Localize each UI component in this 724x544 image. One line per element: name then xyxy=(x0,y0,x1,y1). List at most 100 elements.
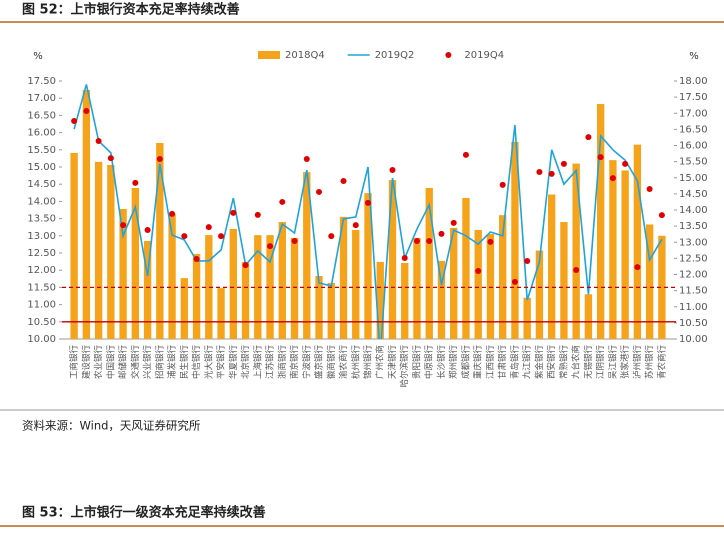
y-tick-label: 13.50 xyxy=(27,214,56,225)
bar xyxy=(413,237,421,339)
dot xyxy=(511,278,518,285)
y2-tick-label: 14.50 xyxy=(679,189,708,200)
x-tick-label: 吴江银行 xyxy=(607,345,618,380)
bar xyxy=(315,276,323,339)
dot xyxy=(340,177,347,184)
dot xyxy=(83,107,90,114)
bar xyxy=(560,222,568,339)
dot xyxy=(291,237,298,244)
legend-swatch xyxy=(445,52,452,58)
x-tick-label: 甘肃银行 xyxy=(497,345,508,380)
bar xyxy=(596,104,605,339)
x-tick-label: 无锡银行 xyxy=(583,345,594,380)
x-tick-label: 紫金银行 xyxy=(534,345,545,380)
bar xyxy=(425,187,433,339)
bar xyxy=(511,141,519,339)
x-tick-label: 天津银行 xyxy=(387,345,398,380)
dot xyxy=(658,212,665,219)
y-tick-label: 12.00 xyxy=(27,265,56,276)
bar xyxy=(70,152,78,339)
x-tick-label: 张家港行 xyxy=(620,345,631,380)
y2-tick-label: 17.00 xyxy=(679,108,708,119)
bar xyxy=(523,297,531,339)
bar xyxy=(131,187,140,339)
x-tick-label: 邮储银行 xyxy=(118,345,129,380)
dot xyxy=(218,233,225,240)
bar xyxy=(82,89,91,339)
dot xyxy=(316,188,323,195)
bar xyxy=(645,224,654,339)
dot xyxy=(462,151,469,158)
dot xyxy=(622,160,629,167)
bar xyxy=(548,194,556,339)
x-tick-label: 江苏银行 xyxy=(265,345,276,380)
dot xyxy=(328,233,335,240)
x-tick-label: 交通银行 xyxy=(130,345,141,380)
bar xyxy=(621,170,629,339)
line xyxy=(73,84,663,339)
figure-title: 图 52：上市银行资本充足率持续改善 xyxy=(22,2,240,18)
x-tick-label: 中国银行 xyxy=(105,345,116,380)
y2-tick-label: 12.50 xyxy=(679,253,708,264)
x-tick-label: 杭州银行 xyxy=(350,345,361,380)
bar xyxy=(584,294,593,339)
dot xyxy=(646,186,653,193)
dot xyxy=(365,199,371,206)
y2-tick-label: 14.00 xyxy=(679,205,708,216)
dot xyxy=(413,237,420,244)
dot xyxy=(524,257,531,264)
x-tick-label: 北京银行 xyxy=(240,345,251,380)
x-tick-label: 郑州银行 xyxy=(448,345,459,380)
x-tick-label: 光大银行 xyxy=(203,345,214,380)
bar xyxy=(290,237,299,339)
dot xyxy=(242,262,249,269)
x-tick-label: 重庆银行 xyxy=(473,345,484,380)
bar xyxy=(192,254,201,339)
bar xyxy=(339,216,348,339)
dot xyxy=(560,160,567,167)
x-tick-label: 南京银行 xyxy=(289,345,300,380)
dot xyxy=(144,226,151,233)
y2-tick-label: 15.00 xyxy=(679,173,708,184)
y-tick-label: 12.50 xyxy=(27,248,56,259)
dot xyxy=(573,266,580,273)
bar xyxy=(658,235,666,339)
x-tick-label: 江阴银行 xyxy=(595,345,606,380)
y2-tick-label: 10.00 xyxy=(679,334,708,345)
bar xyxy=(364,193,372,339)
x-tick-label: 中原银行 xyxy=(424,345,435,380)
bar xyxy=(499,215,507,339)
y-tick-label: 11.00 xyxy=(27,300,56,311)
x-tick-label: 浙商银行 xyxy=(277,345,288,380)
bar xyxy=(450,227,458,339)
bar xyxy=(180,278,188,339)
source: 资料来源：Wind，天风证券研究所 xyxy=(22,419,201,433)
legend-label: 2019Q2 xyxy=(375,50,415,61)
bar xyxy=(143,240,152,339)
dot xyxy=(107,155,114,162)
dot xyxy=(120,222,127,229)
dot xyxy=(193,256,200,263)
y2-tick-label: 13.50 xyxy=(679,221,708,232)
y-tick-label: 14.50 xyxy=(27,179,56,190)
x-tick-label: 招商银行 xyxy=(154,345,165,380)
x-tick-label: 平安银行 xyxy=(216,345,227,380)
bar xyxy=(168,214,176,339)
dot xyxy=(585,134,592,141)
y2-tick-label: 15.50 xyxy=(679,157,708,168)
x-tick-label: 成都银行 xyxy=(460,345,471,380)
x-tick-label: 青岛银行 xyxy=(509,345,520,380)
bar xyxy=(352,229,360,339)
bar xyxy=(119,208,127,339)
bar xyxy=(388,180,397,339)
x-tick-label: 中信银行 xyxy=(191,345,202,380)
dot xyxy=(634,264,641,271)
bar xyxy=(303,172,311,339)
x-tick-label: 徽商银行 xyxy=(326,345,337,380)
y2-tick-label: 16.50 xyxy=(679,124,708,135)
dot xyxy=(487,238,494,245)
bar xyxy=(633,144,642,339)
y2-tick-label: 11.00 xyxy=(679,302,708,313)
dot xyxy=(132,179,139,186)
